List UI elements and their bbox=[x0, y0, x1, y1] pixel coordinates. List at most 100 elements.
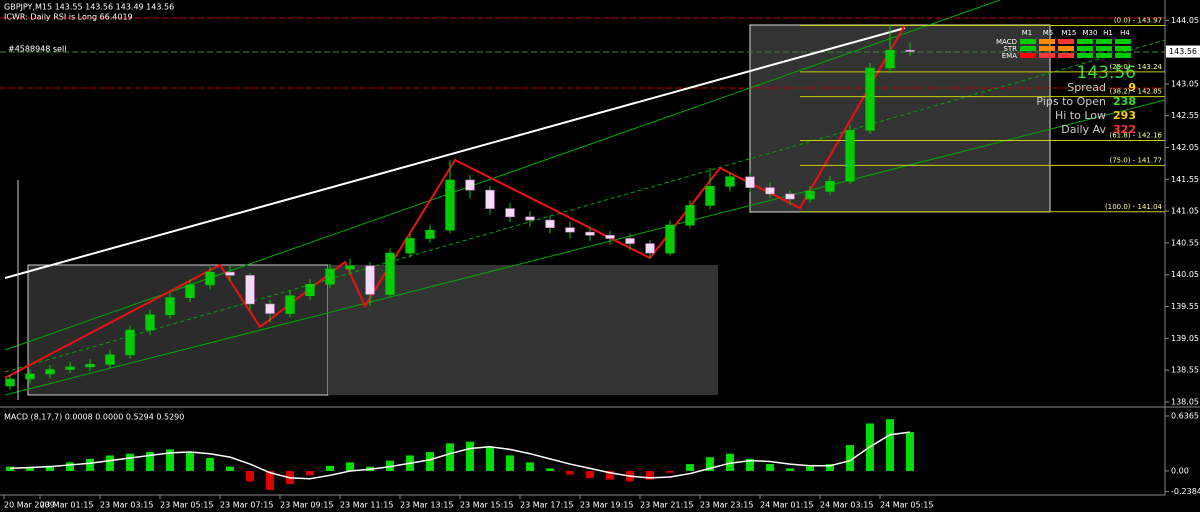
macd-bar bbox=[706, 457, 714, 471]
fib-label: (100.0) - 141.04 bbox=[1105, 203, 1163, 211]
bid-box bbox=[1166, 45, 1200, 58]
signal-block bbox=[1077, 46, 1093, 51]
macd-bar bbox=[886, 419, 894, 471]
signal-line bbox=[9, 431, 911, 480]
indicator: STR bbox=[1003, 45, 1017, 53]
x-tick-label: 23 Mar 09:15 bbox=[280, 501, 333, 510]
panel-label: Spread bbox=[1067, 81, 1106, 94]
macd-bar bbox=[486, 446, 494, 471]
x-tick-label: 23 Mar 03:15 bbox=[100, 501, 153, 510]
x-tick-label: 24 Mar 05:15 bbox=[880, 501, 933, 510]
macd-bar bbox=[46, 465, 54, 471]
timeframe: M15 bbox=[1062, 29, 1077, 37]
candle-body bbox=[5, 378, 15, 387]
macd-bar bbox=[646, 470, 654, 480]
candle-body bbox=[625, 238, 635, 244]
panel-label: Hi to Low bbox=[1055, 109, 1106, 122]
y-tick-label: 142.05 bbox=[1171, 143, 1199, 152]
macd-bar bbox=[526, 462, 534, 471]
panel-label: Daily Av bbox=[1061, 123, 1106, 136]
y-tick-label: 0.6365 bbox=[1171, 412, 1199, 421]
panel-label: Pips to Open bbox=[1036, 95, 1106, 108]
candle-body bbox=[45, 369, 55, 375]
candle-body bbox=[705, 186, 715, 206]
candle-body bbox=[585, 231, 595, 236]
x-tick-label: 23 Mar 13:15 bbox=[400, 501, 453, 510]
order-label: #4588948 sell bbox=[8, 45, 66, 54]
panel-value: 293 bbox=[1113, 109, 1136, 122]
candle-body bbox=[685, 205, 695, 226]
x-tick-label: 23 Mar 11:15 bbox=[340, 501, 393, 510]
candle-body bbox=[885, 49, 895, 69]
signal-block bbox=[1039, 46, 1055, 51]
y-tick-label: 139.55 bbox=[1171, 302, 1199, 311]
candle-body bbox=[125, 329, 135, 356]
candle-body bbox=[565, 227, 575, 233]
candle-body bbox=[205, 271, 215, 286]
panel-value: 238 bbox=[1113, 95, 1136, 108]
macd-bar bbox=[666, 470, 674, 473]
macd-bar bbox=[426, 451, 434, 471]
macd-bar bbox=[566, 470, 574, 475]
signal-block bbox=[1096, 39, 1112, 44]
macd-bar bbox=[326, 465, 334, 471]
candle-body bbox=[745, 176, 755, 188]
candle-body bbox=[465, 179, 475, 191]
macd-bar bbox=[126, 453, 134, 471]
macd-bar bbox=[906, 432, 914, 471]
candle-body bbox=[445, 179, 455, 231]
candle-body bbox=[365, 265, 375, 295]
candle-body bbox=[385, 252, 395, 295]
macd-bar bbox=[226, 466, 234, 471]
candle-body bbox=[605, 234, 615, 239]
candle-body bbox=[285, 295, 295, 314]
candle-body bbox=[185, 284, 195, 298]
symbol-line: GBPJPY,M15 143.55 143.56 143.49 143.56 bbox=[4, 3, 174, 12]
timeframe: M30 bbox=[1083, 29, 1098, 37]
macd-bar bbox=[246, 470, 254, 482]
fib-label: (61.8) - 142.16 bbox=[1109, 132, 1162, 140]
indicator-line: ICWR: Daily RSI is Long 66.4019 bbox=[4, 13, 133, 22]
zigzag bbox=[4, 24, 906, 379]
candle-body bbox=[805, 191, 815, 200]
y-tick-label: 142.55 bbox=[1171, 111, 1199, 120]
candle-body bbox=[425, 229, 435, 239]
indicator: MACD bbox=[996, 38, 1017, 46]
candle-body bbox=[225, 271, 235, 276]
x-tick-label: 23 Mar 21:15 bbox=[640, 501, 693, 510]
fib-label: (75.0) - 141.77 bbox=[1109, 156, 1162, 164]
macd-bar bbox=[86, 458, 94, 471]
x-tick-label: 23 Mar 05:15 bbox=[160, 501, 213, 510]
timeframe: M5 bbox=[1043, 29, 1054, 37]
candle-body bbox=[105, 354, 115, 365]
macd-bar bbox=[266, 470, 274, 490]
x-tick-label: 23 Mar 17:15 bbox=[520, 501, 573, 510]
signal-block bbox=[1039, 53, 1055, 58]
macd-bar bbox=[386, 460, 394, 471]
signal-block bbox=[1096, 53, 1112, 58]
candle-body bbox=[245, 275, 255, 305]
macd-bar bbox=[786, 468, 794, 471]
candle-body bbox=[725, 176, 735, 187]
macd-bar bbox=[826, 464, 834, 471]
signal-block bbox=[1115, 39, 1131, 44]
x-tick-label: 23 Mar 07:15 bbox=[220, 501, 273, 510]
fib-label: (0.0) - 143.97 bbox=[1114, 16, 1162, 24]
y-tick-label: 0.00 bbox=[1171, 466, 1189, 475]
panel-price: 143.56 bbox=[1077, 63, 1136, 83]
signal-block bbox=[1039, 39, 1055, 44]
candle-body bbox=[765, 187, 775, 195]
candle-body bbox=[145, 314, 155, 331]
range-box bbox=[27, 264, 329, 396]
timeframe: H4 bbox=[1120, 29, 1130, 37]
macd-bar bbox=[466, 441, 474, 471]
macd-bar bbox=[66, 462, 74, 471]
candle-body bbox=[825, 180, 835, 192]
macd-bar bbox=[206, 458, 214, 471]
y-tick-label: 138.55 bbox=[1171, 366, 1199, 375]
candle-body bbox=[485, 189, 495, 209]
macd-bar bbox=[806, 466, 814, 471]
y-tick-label: 143.05 bbox=[1171, 79, 1199, 88]
macd-bar bbox=[686, 464, 694, 471]
y-tick-label: 141.05 bbox=[1171, 207, 1199, 216]
